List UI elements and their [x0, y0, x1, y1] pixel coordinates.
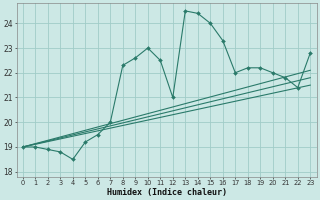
X-axis label: Humidex (Indice chaleur): Humidex (Indice chaleur) — [107, 188, 227, 197]
